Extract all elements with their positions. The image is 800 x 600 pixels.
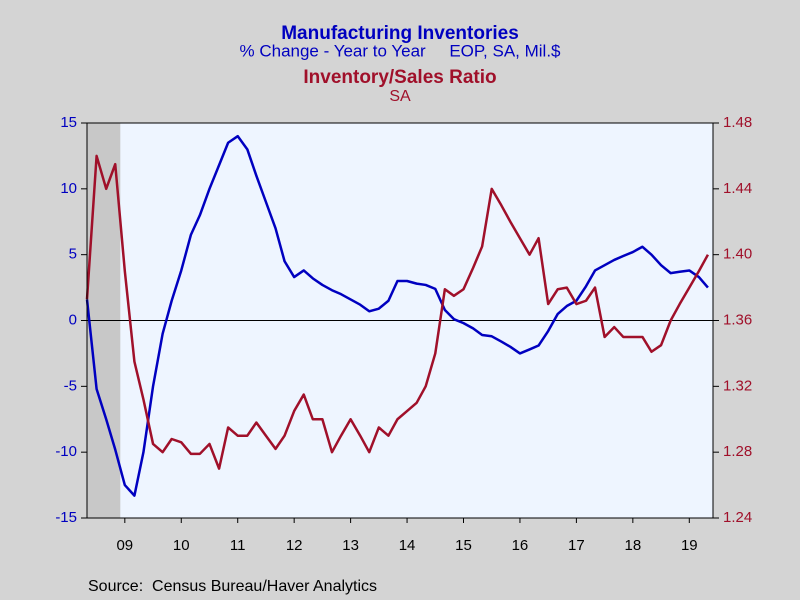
y-tick-label: 15 <box>60 114 77 131</box>
chart-title-2: Inventory/Sales Ratio <box>303 67 496 88</box>
y2-tick-label: 1.40 <box>723 246 752 263</box>
x-tick-label: 13 <box>342 537 359 554</box>
source: Source: Census Bureau/Haver Analytics <box>88 578 377 595</box>
x-tick-label: 11 <box>230 537 246 554</box>
y2-tick-label: 1.32 <box>723 377 752 394</box>
y2-tick-label: 1.28 <box>723 443 752 460</box>
x-tick-label: 17 <box>568 537 585 554</box>
x-tick-label: 12 <box>286 537 303 554</box>
chart-subtitle-2: SA <box>389 88 411 105</box>
x-tick-label: 19 <box>681 537 698 554</box>
x-tick-label: 18 <box>625 537 642 554</box>
line-series <box>85 154 710 470</box>
x-tick-label: 10 <box>173 537 190 554</box>
y-tick-label: -15 <box>55 509 77 526</box>
y-tick-label: -10 <box>55 443 77 460</box>
x-tick-label: 16 <box>512 537 529 554</box>
y-tick-label: 5 <box>69 246 77 263</box>
y2-tick-label: 1.24 <box>723 509 752 526</box>
plot-frame <box>86 122 714 519</box>
y-tick-label: 0 <box>69 311 77 328</box>
y-tick-label: -5 <box>64 377 77 394</box>
x-tick-label: 14 <box>399 537 416 554</box>
y2-tick-label: 1.48 <box>723 114 752 131</box>
y2-tick-label: 1.36 <box>723 311 752 328</box>
y2-tick-label: 1.44 <box>723 180 752 197</box>
line-series <box>85 134 709 497</box>
chart-title: Manufacturing Inventories <box>281 23 519 44</box>
x-tick-label: 15 <box>455 537 472 554</box>
y-tick-label: 10 <box>60 180 77 197</box>
chart-subtitle: % Change - Year to Year EOP, SA, Mil.$ <box>240 41 562 60</box>
x-tick-label: 09 <box>116 537 133 554</box>
